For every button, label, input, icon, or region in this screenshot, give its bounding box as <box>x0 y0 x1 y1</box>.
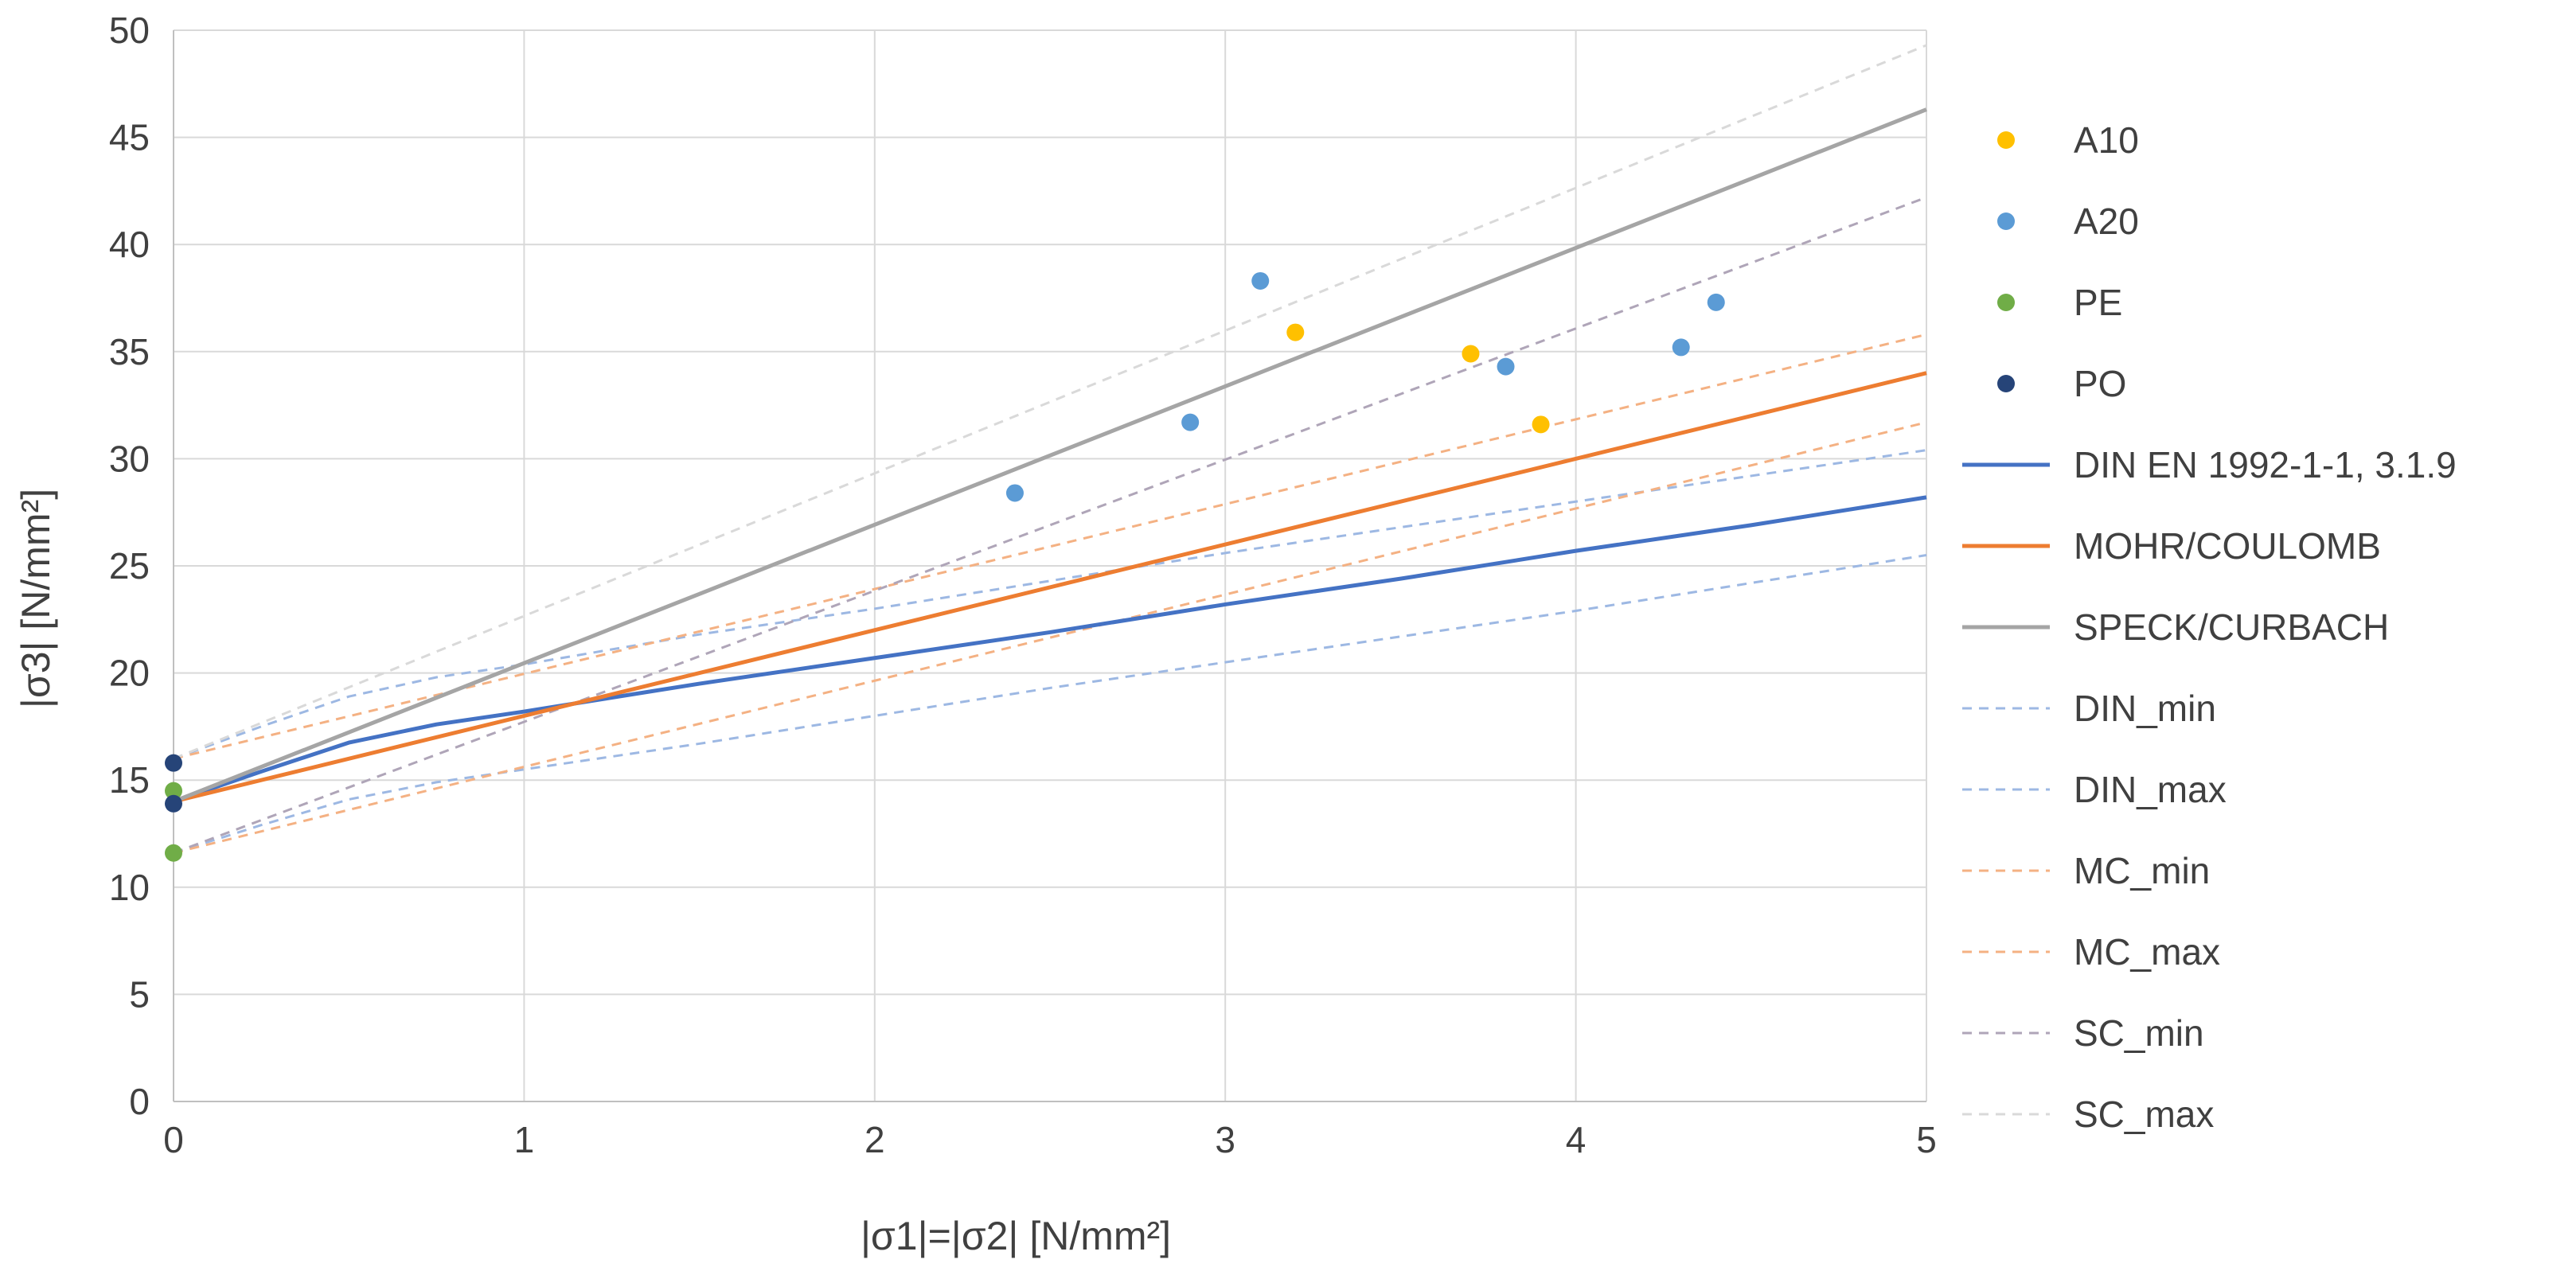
data-point-a20 <box>1005 484 1024 502</box>
legend-label-pe: PE <box>2074 282 2122 323</box>
y-tick-label: 0 <box>129 1081 150 1122</box>
data-point-a20 <box>1672 338 1690 357</box>
legend-label-mc-max: MC_max <box>2074 931 2220 973</box>
legend-label-din-max: DIN_max <box>2074 769 2227 810</box>
legend-marker-po <box>1997 375 2015 392</box>
legend-label-po: PO <box>2074 363 2126 404</box>
y-tick-label: 20 <box>109 653 150 694</box>
y-tick-label: 40 <box>109 224 150 265</box>
plot-area <box>165 44 1927 862</box>
legend-label-mohr-coulomb: MOHR/COULOMB <box>2074 525 2381 567</box>
data-point-pe <box>165 782 182 800</box>
legend-label-din-en-1992-1-1-3-1-9: DIN EN 1992-1-1, 3.1.9 <box>2074 444 2457 485</box>
legend-label-din-min: DIN_min <box>2074 688 2216 729</box>
data-point-a20 <box>1497 357 1515 376</box>
series-line-din-max <box>173 449 1927 760</box>
x-axis-title: |σ1|=|σ2| [N/mm²] <box>861 1214 1171 1258</box>
data-point-a10 <box>1462 345 1480 363</box>
series-line-sc-min <box>173 196 1927 855</box>
legend-label-speck-curbach: SPECK/CURBACH <box>2074 606 2389 648</box>
legend-marker-a10 <box>1997 131 2015 149</box>
legend-label-mc-min: MC_min <box>2074 850 2210 891</box>
x-tick-label: 0 <box>163 1119 184 1160</box>
series-line-sc-max <box>173 44 1927 760</box>
y-tick-label: 30 <box>109 438 150 479</box>
legend-label-a20: A20 <box>2074 201 2139 242</box>
series-line-speck-curbach <box>173 107 1927 804</box>
series-line-din-en-1992-1-1-3-1-9 <box>173 495 1927 804</box>
data-point-po <box>165 754 182 772</box>
legend: A10 A20 PE PO DIN EN 1992-1-1, 3.1.9 MOHR/COU… <box>1962 119 2457 1135</box>
y-tick-label: 50 <box>109 10 150 51</box>
x-tick-label: 1 <box>514 1119 535 1160</box>
grid <box>173 29 1927 1102</box>
series-line-din-min <box>173 554 1927 855</box>
data-point-a20 <box>1181 413 1200 431</box>
x-tick-label: 4 <box>1566 1119 1587 1160</box>
legend-marker-a20 <box>1997 212 2015 230</box>
legend-label-a10: A10 <box>2074 119 2139 161</box>
x-tick-label: 5 <box>1916 1119 1937 1160</box>
x-tick-label: 3 <box>1215 1119 1235 1160</box>
legend-marker-pe <box>1997 294 2015 311</box>
series-line-mc-min <box>173 421 1927 855</box>
data-point-a10 <box>1286 323 1305 341</box>
data-point-a10 <box>1532 415 1550 434</box>
data-point-a20 <box>1251 271 1270 290</box>
legend-label-sc-max: SC_max <box>2074 1094 2214 1135</box>
series-line-mohr-coulomb <box>173 371 1927 804</box>
y-tick-label: 45 <box>109 117 150 158</box>
y-tick-label: 5 <box>129 973 150 1015</box>
data-point-a20 <box>1707 293 1725 311</box>
data-point-pe <box>165 844 182 862</box>
data-point-po <box>165 794 182 813</box>
y-axis-title: |σ3| [N/mm²] <box>14 489 58 708</box>
series-line-mc-max <box>173 333 1927 760</box>
legend-label-sc-min: SC_min <box>2074 1012 2204 1054</box>
x-tick-label: 2 <box>865 1119 885 1160</box>
y-tick-label: 35 <box>109 331 150 372</box>
y-tick-label: 10 <box>109 867 150 908</box>
y-tick-label: 25 <box>109 545 150 587</box>
y-tick-label: 15 <box>109 759 150 801</box>
